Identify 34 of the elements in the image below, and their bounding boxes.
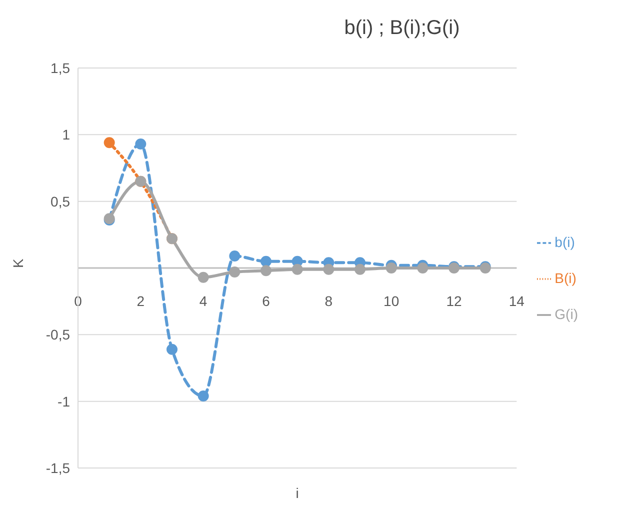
- chart-title: b(i) ; B(i);G(i): [343, 16, 461, 41]
- legend-label: B(i): [554, 270, 576, 286]
- point: [417, 262, 428, 274]
- y-tick-label: -1: [58, 393, 70, 410]
- y-tick-label: 0,5: [50, 193, 70, 210]
- x-tick-label: 2: [136, 293, 145, 309]
- point: [260, 265, 272, 276]
- x-tick-label: 8: [324, 293, 333, 309]
- point: [323, 264, 334, 275]
- point: [292, 264, 303, 275]
- point: [166, 344, 178, 355]
- point: [198, 272, 209, 283]
- y-tick-label: -0,5: [46, 326, 70, 343]
- point: [386, 262, 397, 274]
- x-tick-label: 4: [199, 293, 208, 309]
- x-axis-title: i: [296, 485, 299, 501]
- x-tick-label: 6: [262, 293, 270, 309]
- y-tick-label: -1,5: [46, 460, 70, 476]
- point: [260, 256, 272, 267]
- x-tick-label: 14: [508, 293, 525, 309]
- point: [354, 264, 366, 275]
- y-axis-title: K: [10, 258, 26, 268]
- y-tick-label: 1,5: [50, 60, 70, 76]
- point: [292, 256, 303, 267]
- point: [229, 250, 240, 262]
- legend-label: b(i): [554, 234, 575, 250]
- point: [229, 266, 240, 278]
- y-tick-label: 1: [62, 126, 70, 143]
- point: [104, 137, 115, 148]
- legend-label: G(i): [554, 306, 578, 322]
- point: [198, 390, 209, 402]
- x-tick-label: 12: [446, 293, 462, 309]
- point: [135, 138, 146, 150]
- x-tick-label: 10: [384, 293, 400, 309]
